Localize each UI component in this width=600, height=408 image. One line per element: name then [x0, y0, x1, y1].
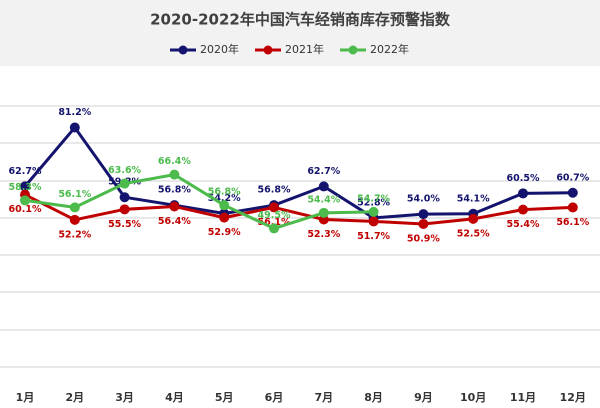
- data-label: 56.8%: [158, 185, 191, 196]
- data-point: [219, 212, 230, 223]
- data-point: [269, 202, 279, 213]
- legend-label: 2022年: [370, 42, 409, 56]
- data-label: 56.1%: [258, 217, 291, 228]
- x-tick-label: 3月: [115, 391, 134, 404]
- data-point: [318, 181, 329, 192]
- x-tick-label: 8月: [364, 391, 383, 404]
- data-label: 60.1%: [9, 204, 42, 215]
- data-point: [368, 216, 379, 227]
- x-tick-label: 4月: [165, 391, 184, 404]
- data-label: 52.3%: [307, 229, 340, 240]
- data-point: [69, 122, 80, 133]
- x-tick-label: 6月: [265, 391, 284, 404]
- data-label: 52.8%: [357, 197, 390, 208]
- data-label: 60.7%: [556, 172, 589, 183]
- data-point: [368, 206, 379, 217]
- data-point: [20, 181, 30, 192]
- data-label: 49.5%: [258, 210, 291, 221]
- data-point: [567, 202, 578, 213]
- data-label: 62.7%: [9, 166, 42, 177]
- data-label: 60.5%: [507, 173, 540, 184]
- data-label: 58.3%: [9, 182, 42, 193]
- data-point: [269, 223, 279, 234]
- data-point: [518, 188, 528, 199]
- data-point: [418, 209, 429, 220]
- legend-marker: [348, 45, 358, 55]
- data-point: [69, 214, 80, 225]
- x-tick-label: 5月: [215, 391, 234, 404]
- data-label: 56.1%: [556, 217, 589, 228]
- data-label: 56.1%: [58, 189, 91, 200]
- data-label: 52.9%: [208, 227, 241, 238]
- data-label: 52.5%: [457, 228, 490, 239]
- data-point: [69, 202, 80, 213]
- x-tick-label: 7月: [314, 391, 333, 404]
- legend-marker: [178, 45, 188, 55]
- series-line: [24, 193, 573, 226]
- plot-area: [0, 66, 600, 408]
- x-tick-label: 11月: [510, 391, 536, 404]
- x-tick-label: 2月: [65, 391, 84, 404]
- data-point: [169, 201, 180, 212]
- data-point: [219, 200, 230, 211]
- data-label: 55.4%: [507, 219, 540, 230]
- data-point: [318, 207, 329, 218]
- x-tick-label: 9月: [414, 391, 433, 404]
- data-label: 54.4%: [307, 194, 340, 205]
- data-label: 52.2%: [58, 229, 91, 240]
- data-point: [567, 187, 578, 198]
- data-label: 56.4%: [158, 216, 191, 227]
- data-label: 56.8%: [208, 187, 241, 198]
- data-point: [119, 178, 130, 189]
- data-label: 54.2%: [208, 193, 241, 204]
- data-label: 54.1%: [457, 193, 490, 204]
- legend-label: 2021年: [285, 42, 324, 56]
- series-line: [24, 173, 374, 230]
- data-point: [518, 204, 528, 215]
- data-label: 54.0%: [407, 194, 440, 205]
- chart-title: 2020-2022年中国汽车经销商库存预警指数: [150, 11, 451, 29]
- data-point: [418, 218, 429, 229]
- data-label: 50.9%: [407, 233, 440, 244]
- data-label: 63.6%: [108, 165, 141, 176]
- data-label: 51.7%: [357, 231, 390, 242]
- x-tick-label: 12月: [560, 391, 586, 404]
- series-line: [23, 126, 573, 220]
- data-point: [20, 195, 30, 206]
- data-point: [468, 213, 479, 224]
- data-point: [169, 169, 180, 180]
- data-label: 81.2%: [58, 107, 91, 118]
- x-tick-label: 10月: [460, 391, 486, 404]
- grid: [0, 105, 600, 368]
- data-point: [119, 204, 130, 215]
- data-point: [119, 192, 130, 203]
- data-label: 54.7%: [357, 193, 390, 204]
- data-label: 66.4%: [158, 156, 191, 167]
- x-tick-label: 1月: [16, 391, 35, 404]
- data-label: 56.8%: [258, 185, 291, 196]
- legend-marker: [263, 45, 273, 55]
- legend-label: 2020年: [200, 42, 239, 56]
- data-label: 55.5%: [108, 219, 141, 230]
- data-label: 62.7%: [307, 166, 340, 177]
